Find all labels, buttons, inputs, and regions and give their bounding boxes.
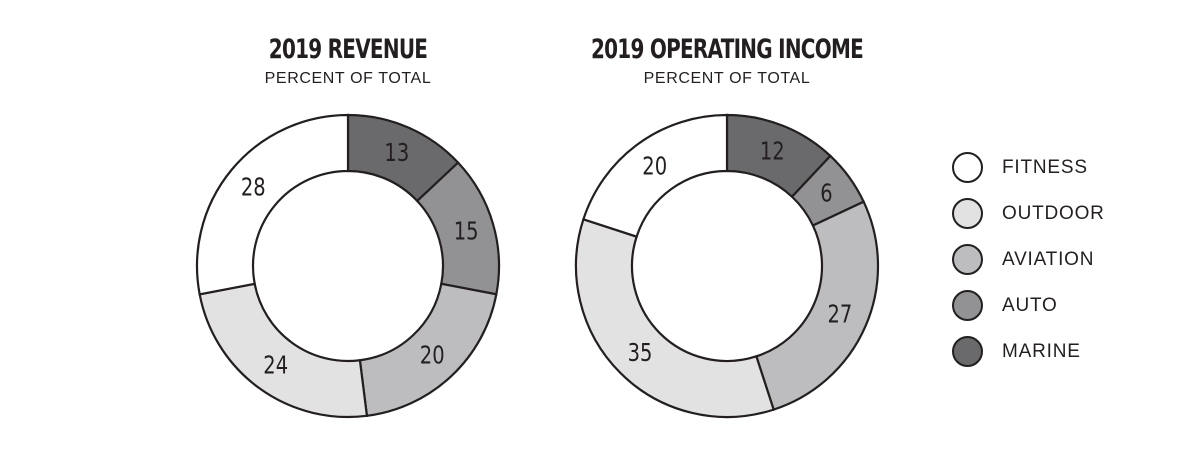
- chart-title: 2019 REVENUE: [268, 34, 428, 65]
- legend-label: OUTDOOR: [1002, 203, 1105, 224]
- legend-swatch: [952, 290, 983, 321]
- chart-title: 2019 OPERATING INCOME: [590, 34, 864, 65]
- legend-item-marine: MARINE: [952, 336, 1172, 372]
- slice-fitness: [582, 113, 729, 239]
- chart-subtitle: PERCENT OF TOTAL: [643, 70, 811, 87]
- slice-label-marine: 12: [760, 137, 785, 166]
- slice-label-marine: 13: [384, 139, 409, 168]
- legend-swatch: [952, 336, 983, 367]
- legend-label: FITNESS: [1002, 157, 1088, 178]
- slice-label-aviation: 27: [827, 300, 852, 329]
- operating-income-chart: 2019 OPERATING INCOME PERCENT OF TOTAL 1…: [527, 0, 927, 455]
- slice-label-auto: 15: [454, 217, 479, 246]
- slice-aviation: [754, 200, 880, 411]
- slice-label-aviation: 20: [420, 341, 445, 370]
- legend-item-fitness: FITNESS: [952, 152, 1172, 188]
- operating-income-donut: 12 6 27 35 20: [574, 113, 880, 419]
- revenue-chart: 2019 REVENUE PERCENT OF TOTAL 13 15 20 24 28: [148, 0, 548, 455]
- legend-label: AVIATION: [1002, 249, 1095, 270]
- slice-outdoor: [198, 282, 369, 419]
- slice-fitness: [195, 113, 350, 296]
- legend-item-outdoor: OUTDOOR: [952, 198, 1172, 234]
- legend-swatch: [952, 244, 983, 275]
- slice-label-outdoor: 35: [628, 338, 653, 367]
- legend-swatch: [952, 152, 983, 183]
- slice-label-outdoor: 24: [263, 351, 288, 380]
- slice-label-auto: 6: [820, 179, 832, 208]
- legend-item-auto: AUTO: [952, 290, 1172, 326]
- slice-label-fitness: 28: [241, 173, 266, 202]
- revenue-donut: 13 15 20 24 28: [195, 113, 501, 419]
- slice-label-fitness: 20: [642, 152, 667, 181]
- legend-item-aviation: AVIATION: [952, 244, 1172, 280]
- chart-subtitle: PERCENT OF TOTAL: [264, 70, 432, 87]
- legend-label: MARINE: [1002, 341, 1081, 362]
- slice-outdoor: [574, 217, 776, 419]
- legend-label: AUTO: [1002, 295, 1058, 316]
- legend-swatch: [952, 198, 983, 229]
